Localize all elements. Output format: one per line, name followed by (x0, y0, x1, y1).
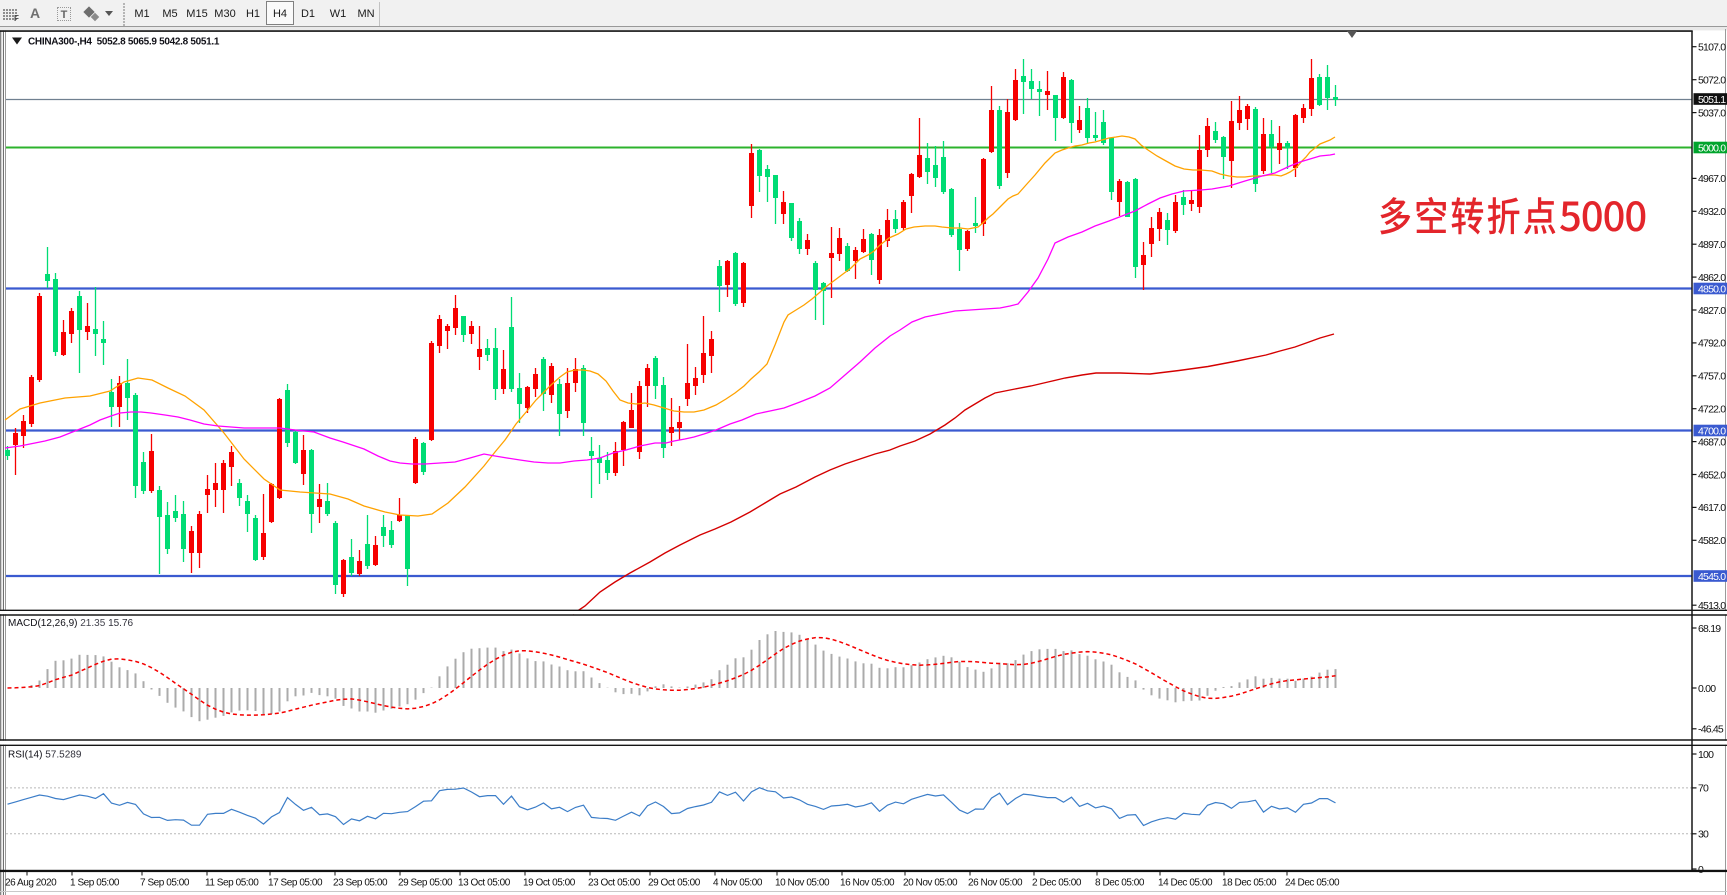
svg-text:5107.0: 5107.0 (1698, 42, 1726, 54)
svg-text:4513.0: 4513.0 (1698, 600, 1726, 612)
svg-text:2 Dec 05:00: 2 Dec 05:00 (1032, 878, 1082, 889)
svg-text:17 Sep 05:00: 17 Sep 05:00 (268, 878, 323, 889)
svg-text:CHINA300-,H4 5052.8 5065.9 50: CHINA300-,H4 5052.8 5065.9 5042.8 5051.1 (28, 37, 220, 48)
svg-text:29 Sep 05:00: 29 Sep 05:00 (398, 878, 453, 889)
svg-text:0.00: 0.00 (1698, 683, 1716, 695)
svg-text:29 Oct 05:00: 29 Oct 05:00 (648, 878, 701, 889)
svg-text:23 Oct 05:00: 23 Oct 05:00 (588, 878, 641, 889)
svg-text:13 Oct 05:00: 13 Oct 05:00 (458, 878, 511, 889)
svg-text:14 Dec 05:00: 14 Dec 05:00 (1158, 878, 1213, 889)
svg-text:70: 70 (1698, 783, 1709, 795)
svg-text:30: 30 (1698, 829, 1709, 841)
svg-text:18 Dec 05:00: 18 Dec 05:00 (1222, 878, 1277, 889)
svg-text:RSI(14) 57.5289: RSI(14) 57.5289 (8, 750, 82, 761)
svg-text:20 Nov 05:00: 20 Nov 05:00 (903, 878, 958, 889)
svg-text:4967.0: 4967.0 (1698, 173, 1726, 185)
svg-text:5072.0: 5072.0 (1698, 75, 1726, 87)
svg-text:-46.45: -46.45 (1698, 724, 1724, 736)
svg-text:4792.0: 4792.0 (1698, 338, 1726, 350)
svg-text:23 Sep 05:00: 23 Sep 05:00 (333, 878, 388, 889)
svg-text:5000.0: 5000.0 (1698, 143, 1726, 155)
svg-text:4850.0: 4850.0 (1698, 284, 1726, 296)
svg-text:4 Nov 05:00: 4 Nov 05:00 (713, 878, 763, 889)
svg-text:1 Sep 05:00: 1 Sep 05:00 (70, 878, 120, 889)
svg-text:MACD(12,26,9) 21.35 15.76: MACD(12,26,9) 21.35 15.76 (8, 618, 134, 629)
svg-text:4687.0: 4687.0 (1698, 436, 1726, 448)
svg-text:26 Aug 2020: 26 Aug 2020 (5, 878, 57, 889)
svg-text:19 Oct 05:00: 19 Oct 05:00 (523, 878, 576, 889)
svg-text:16 Nov 05:00: 16 Nov 05:00 (840, 878, 895, 889)
svg-text:26 Nov 05:00: 26 Nov 05:00 (968, 878, 1023, 889)
svg-text:4862.0: 4862.0 (1698, 272, 1726, 284)
svg-text:10 Nov 05:00: 10 Nov 05:00 (775, 878, 830, 889)
svg-text:8 Dec 05:00: 8 Dec 05:00 (1095, 878, 1145, 889)
svg-text:68.19: 68.19 (1698, 623, 1721, 635)
svg-text:4652.0: 4652.0 (1698, 469, 1726, 481)
svg-text:4827.0: 4827.0 (1698, 305, 1726, 317)
svg-text:4757.0: 4757.0 (1698, 371, 1726, 383)
svg-text:4700.0: 4700.0 (1698, 426, 1726, 438)
svg-text:4582.0: 4582.0 (1698, 535, 1726, 547)
svg-text:4722.0: 4722.0 (1698, 404, 1726, 416)
svg-text:4545.0: 4545.0 (1698, 571, 1726, 583)
svg-text:100: 100 (1698, 749, 1714, 761)
svg-text:0: 0 (1698, 864, 1704, 876)
svg-text:7 Sep 05:00: 7 Sep 05:00 (140, 878, 190, 889)
svg-text:11 Sep 05:00: 11 Sep 05:00 (205, 878, 259, 889)
svg-text:5051.1: 5051.1 (1698, 94, 1726, 106)
svg-text:24 Dec 05:00: 24 Dec 05:00 (1285, 878, 1340, 889)
svg-text:4932.0: 4932.0 (1698, 206, 1726, 218)
svg-text:4897.0: 4897.0 (1698, 239, 1726, 251)
svg-text:4617.0: 4617.0 (1698, 502, 1726, 514)
svg-text:5037.0: 5037.0 (1698, 107, 1726, 119)
